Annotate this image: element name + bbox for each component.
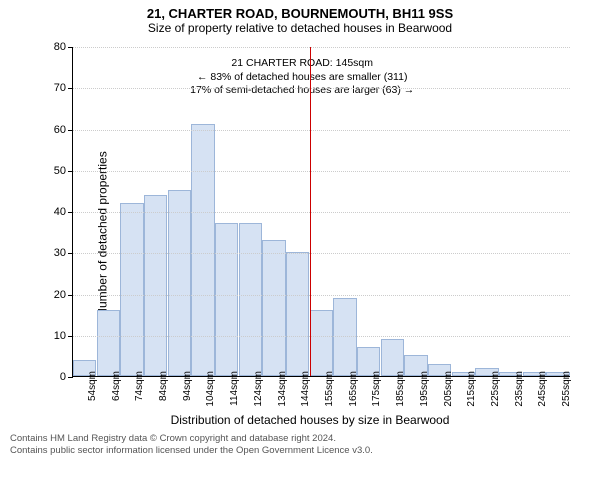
xtick-label: 54sqm	[87, 371, 98, 421]
bar	[239, 223, 262, 376]
ytick-mark	[68, 130, 73, 131]
annotation-line1: 21 CHARTER ROAD: 145sqm	[190, 57, 414, 71]
gridline	[73, 88, 570, 89]
xtick-label: 255sqm	[561, 371, 572, 421]
ytick-label: 0	[36, 371, 66, 383]
annotation-box: 21 CHARTER ROAD: 145sqm ← 83% of detache…	[190, 57, 414, 98]
xtick-label: 114sqm	[229, 371, 240, 421]
ytick-label: 60	[36, 124, 66, 136]
xtick-label: 104sqm	[205, 371, 216, 421]
footer: Contains HM Land Registry data © Crown c…	[0, 429, 600, 464]
marker-line	[310, 47, 311, 376]
bar	[120, 203, 143, 376]
bar	[191, 124, 214, 376]
footer-line1: Contains HM Land Registry data © Crown c…	[10, 433, 590, 445]
ytick-mark	[68, 377, 73, 378]
plot-area: 21 CHARTER ROAD: 145sqm ← 83% of detache…	[72, 47, 570, 377]
bar	[97, 310, 120, 376]
chart-title: 21, CHARTER ROAD, BOURNEMOUTH, BH11 9SS	[0, 0, 600, 21]
xtick-label: 185sqm	[395, 371, 406, 421]
bar	[262, 240, 285, 376]
xtick-label: 215sqm	[466, 371, 477, 421]
xtick-label: 134sqm	[277, 371, 288, 421]
xtick-label: 245sqm	[537, 371, 548, 421]
bar	[144, 195, 167, 377]
ytick-mark	[68, 47, 73, 48]
xtick-label: 74sqm	[134, 371, 145, 421]
bar	[310, 310, 333, 376]
xtick-label: 235sqm	[514, 371, 525, 421]
xtick-label: 64sqm	[111, 371, 122, 421]
xtick-label: 195sqm	[419, 371, 430, 421]
bar	[168, 190, 191, 376]
ytick-mark	[68, 212, 73, 213]
annotation-line3: 17% of semi-detached houses are larger (…	[190, 84, 414, 98]
chart-container: Number of detached properties 21 CHARTER…	[30, 39, 590, 429]
xtick-label: 124sqm	[253, 371, 264, 421]
xtick-label: 155sqm	[324, 371, 335, 421]
ytick-mark	[68, 253, 73, 254]
xtick-label: 175sqm	[371, 371, 382, 421]
bar	[286, 252, 309, 376]
ytick-label: 10	[36, 330, 66, 342]
xtick-label: 205sqm	[443, 371, 454, 421]
xtick-label: 144sqm	[300, 371, 311, 421]
chart-subtitle: Size of property relative to detached ho…	[0, 21, 600, 39]
xtick-label: 94sqm	[182, 371, 193, 421]
gridline	[73, 253, 570, 254]
xtick-label: 165sqm	[348, 371, 359, 421]
xtick-label: 225sqm	[490, 371, 501, 421]
gridline	[73, 171, 570, 172]
annotation-line2: ← 83% of detached houses are smaller (31…	[190, 71, 414, 85]
ytick-label: 50	[36, 165, 66, 177]
ytick-mark	[68, 336, 73, 337]
gridline	[73, 47, 570, 48]
ytick-mark	[68, 171, 73, 172]
gridline	[73, 336, 570, 337]
ytick-label: 20	[36, 289, 66, 301]
ytick-label: 30	[36, 247, 66, 259]
gridline	[73, 212, 570, 213]
ytick-mark	[68, 295, 73, 296]
ytick-label: 80	[36, 41, 66, 53]
bar	[215, 223, 238, 376]
bar	[333, 298, 356, 376]
footer-line2: Contains public sector information licen…	[10, 445, 590, 457]
ytick-label: 40	[36, 206, 66, 218]
ytick-mark	[68, 88, 73, 89]
gridline	[73, 130, 570, 131]
gridline	[73, 295, 570, 296]
ytick-label: 70	[36, 82, 66, 94]
xtick-label: 84sqm	[158, 371, 169, 421]
